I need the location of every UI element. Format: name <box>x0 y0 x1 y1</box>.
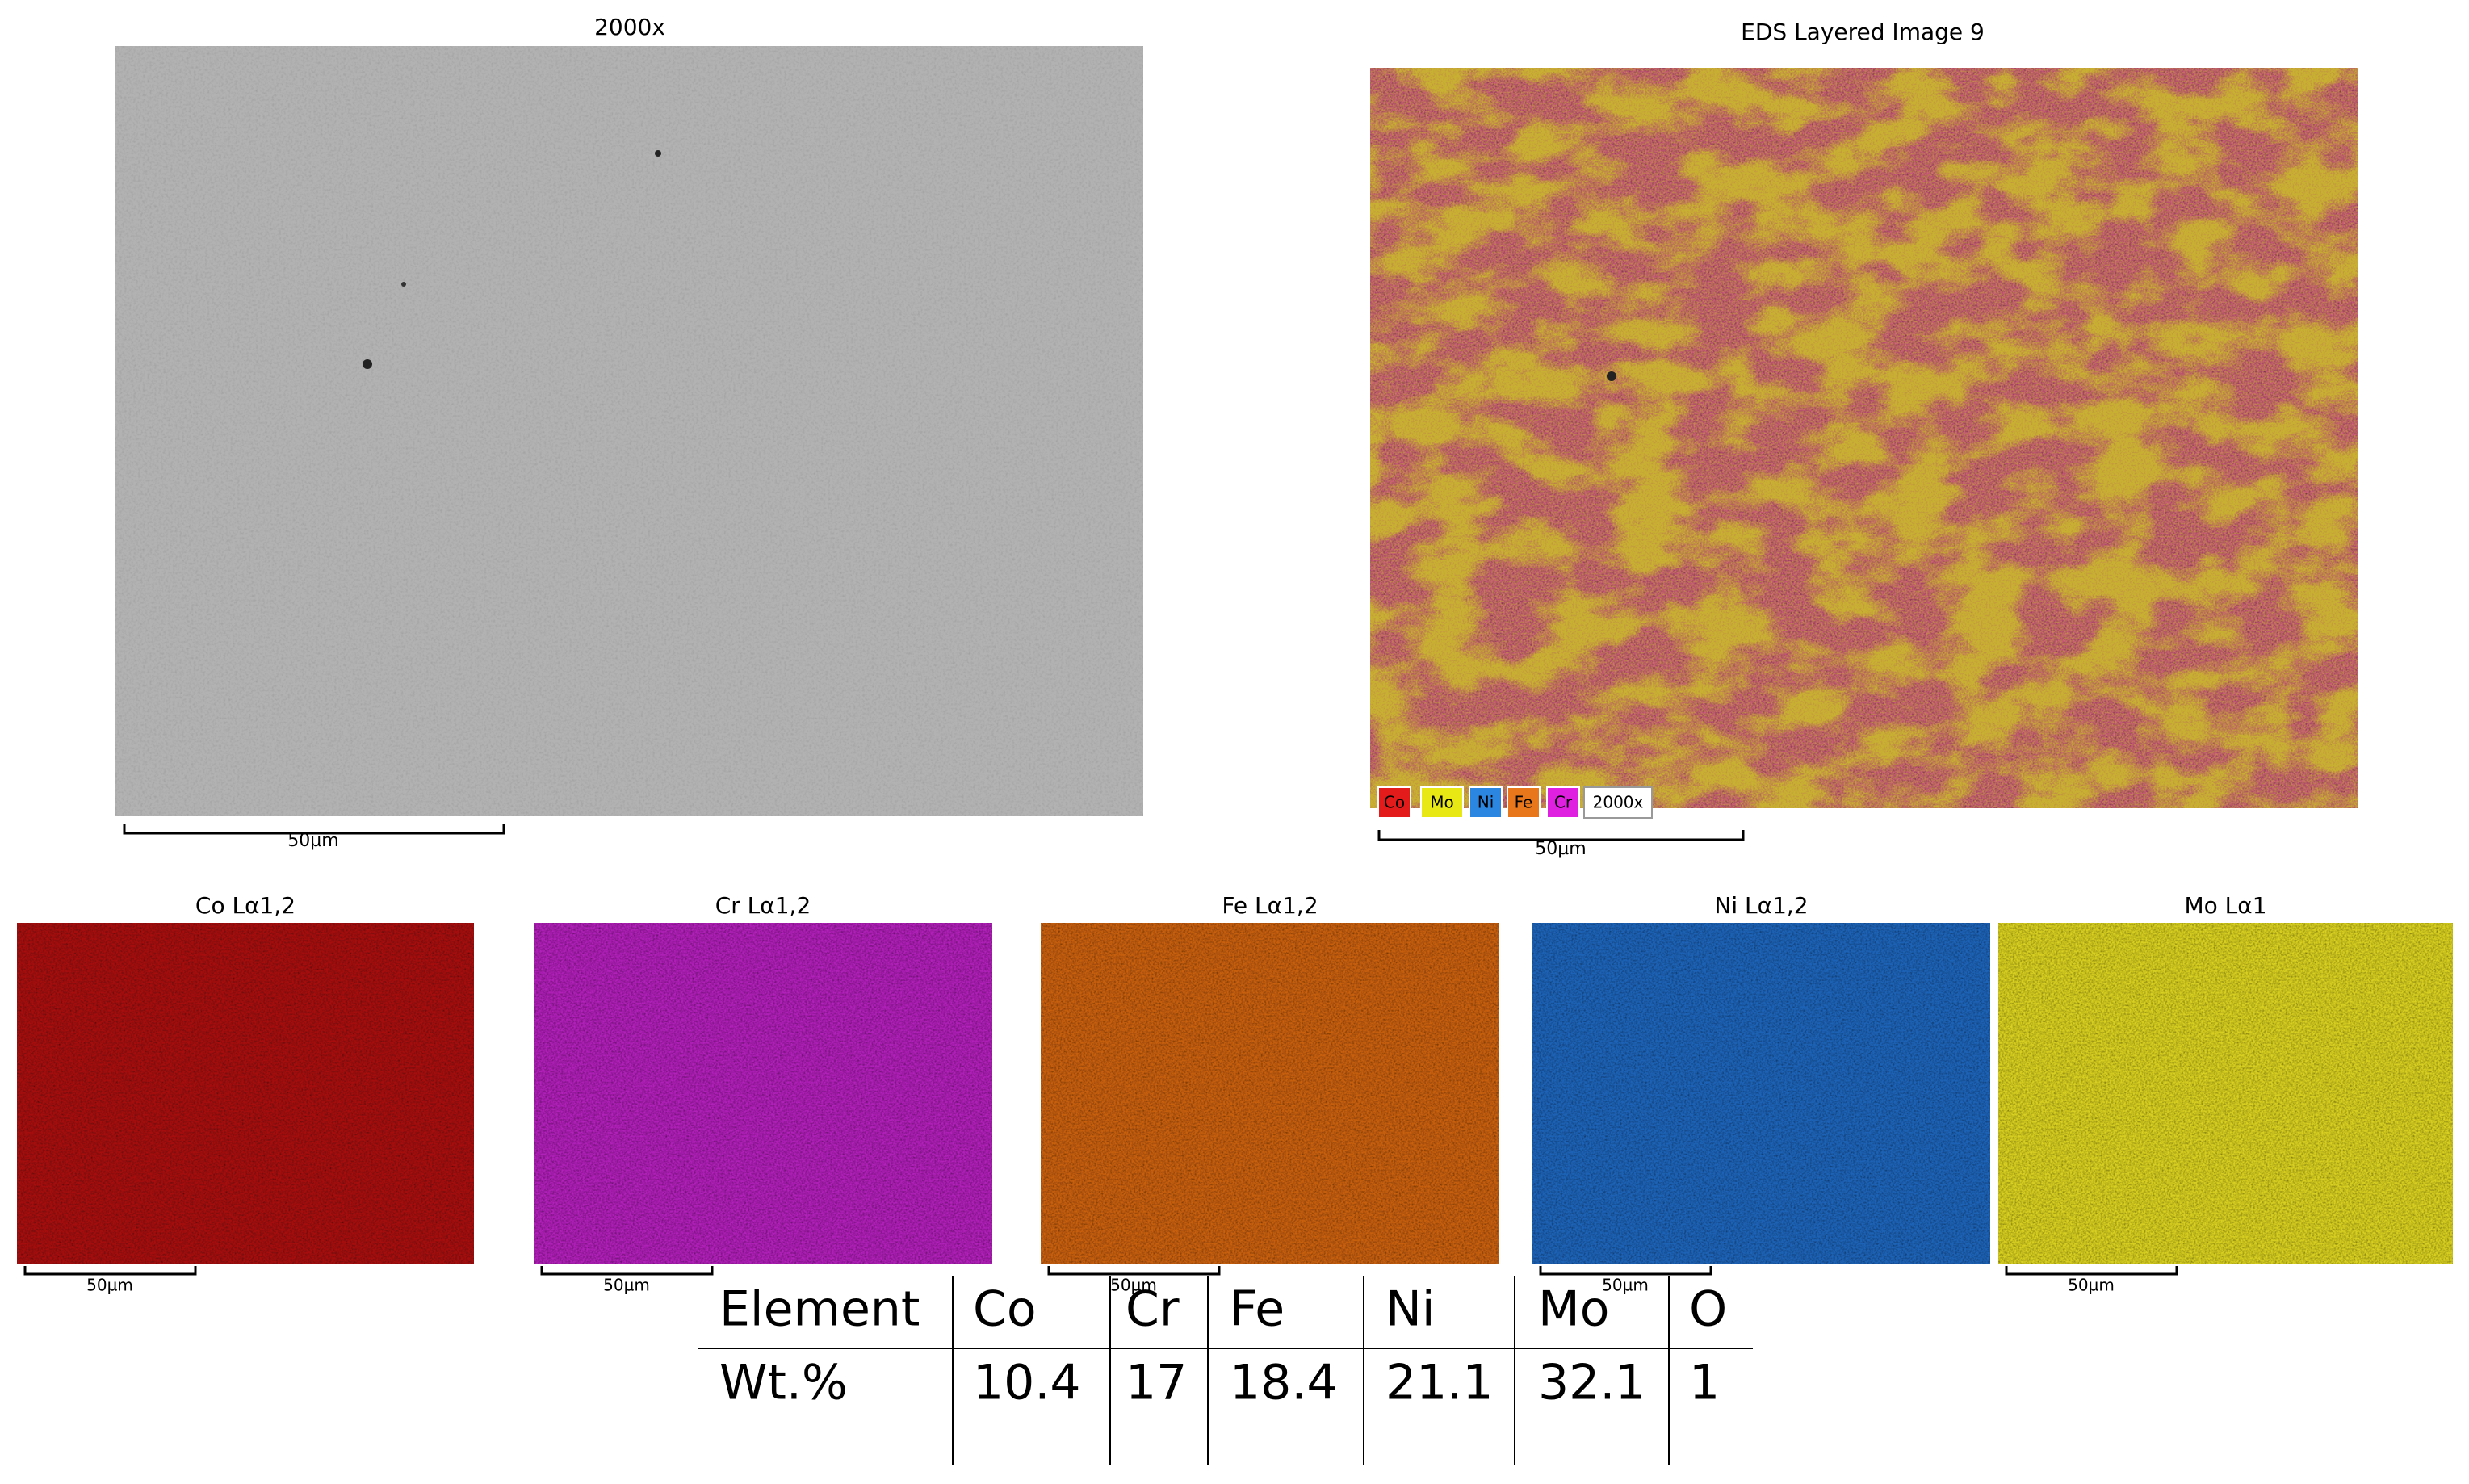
header-cell: O <box>1689 1281 1727 1338</box>
scale-bar <box>2005 1266 2178 1276</box>
legend-label: Ni <box>1478 793 1494 812</box>
table-cell: 10.4 <box>973 1355 1081 1411</box>
element-map <box>534 923 992 1264</box>
scale-label: 50µm <box>86 1276 133 1295</box>
scale-label: 50µm <box>1110 1276 1157 1295</box>
legend-swatch <box>1546 786 1580 819</box>
legend-swatch <box>1377 786 1411 819</box>
legend: Co Mo Ni Fe Cr 2000x <box>1377 786 1653 819</box>
pore <box>401 282 406 287</box>
image-title: EDS Layered Image 9 <box>1741 19 1985 45</box>
legend-label: Co <box>1384 793 1405 812</box>
table: Element Co Cr Fe Ni Mo O Wt.% 10.4 17 18.4 21.1 32.1… <box>698 1276 1753 1465</box>
scale-bar <box>123 824 505 835</box>
image-title: 2000x <box>594 14 665 40</box>
table-cell: 18.4 <box>1230 1355 1338 1411</box>
scale-label: 50µm <box>1602 1276 1649 1295</box>
table-cell: Wt.% <box>719 1355 848 1411</box>
scale-bar <box>1539 1266 1712 1276</box>
table-cell: 1 <box>1689 1355 1720 1411</box>
map-title: Ni Lα1,2 <box>1714 892 1808 919</box>
map-title: Cr Lα1,2 <box>715 892 811 919</box>
table-cell: 17 <box>1126 1355 1187 1411</box>
map-title: Co Lα1,2 <box>195 892 296 919</box>
map-title: Fe Lα1,2 <box>1222 892 1318 919</box>
table-cell: 21.1 <box>1385 1355 1494 1411</box>
scale-label: 50µm <box>287 831 338 851</box>
legend-label: Mo <box>1430 793 1454 812</box>
header-cell: Co <box>973 1281 1037 1338</box>
legend-swatch <box>1469 786 1503 819</box>
header-cell: Cr <box>1126 1281 1180 1338</box>
sem-image <box>115 46 1143 816</box>
header-cell: Element <box>719 1281 920 1338</box>
header-cell: Mo <box>1538 1281 1609 1338</box>
header-cell: Fe <box>1230 1281 1285 1338</box>
map-title: Mo Lα1 <box>2184 892 2266 919</box>
legend-swatch <box>1420 786 1464 819</box>
scale-label: 50µm <box>1535 839 1586 859</box>
header-cell: Ni <box>1385 1281 1436 1338</box>
legend-swatch <box>1507 786 1541 819</box>
element-maps: Co Lα1,2 50µm Cr Lα1,2 50µm Fe Lα1,2 50µm Ni L… <box>17 892 2453 1295</box>
scale-bar <box>1047 1266 1221 1276</box>
scale-bar <box>1377 830 1745 841</box>
legend-label: Cr <box>1554 793 1573 812</box>
element-map <box>1041 923 1499 1264</box>
magnification-box <box>1583 786 1653 819</box>
element-map <box>1998 923 2453 1264</box>
pore <box>1607 371 1616 381</box>
magnification-label: 2000x <box>1593 793 1644 812</box>
pore <box>655 150 661 157</box>
element-map <box>1532 923 1990 1264</box>
scale-bar <box>540 1266 714 1276</box>
scale-label: 50µm <box>2068 1276 2115 1295</box>
legend-label: Fe <box>1515 793 1533 812</box>
pore <box>363 359 372 369</box>
element-map <box>17 923 474 1264</box>
eds-overlay <box>1370 68 2358 808</box>
table-cell: 32.1 <box>1538 1355 1646 1411</box>
scale-label: 50µm <box>603 1276 650 1295</box>
scale-bar <box>23 1266 197 1276</box>
